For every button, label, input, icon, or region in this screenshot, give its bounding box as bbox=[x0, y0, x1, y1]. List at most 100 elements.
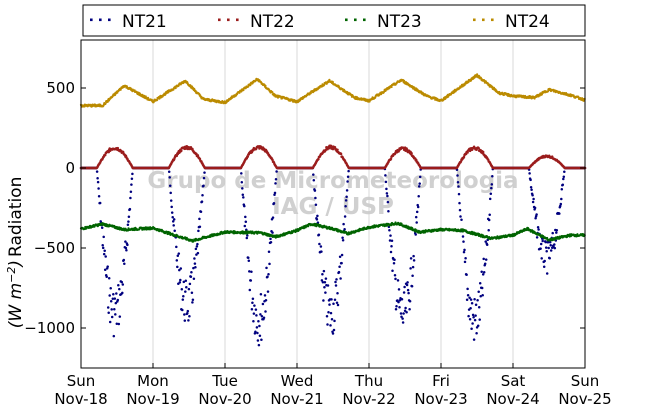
legend-marker bbox=[90, 18, 93, 22]
nt21-point bbox=[406, 281, 409, 284]
nt22-point bbox=[336, 148, 339, 151]
watermark-line-2: IAG / USP bbox=[272, 194, 394, 220]
nt24-point bbox=[413, 86, 416, 89]
nt21-point bbox=[484, 258, 488, 261]
nt24-point bbox=[331, 81, 334, 84]
nt21-point bbox=[341, 238, 345, 242]
nt21-point bbox=[96, 176, 99, 180]
nt21-point bbox=[269, 237, 272, 241]
nt21-point bbox=[385, 187, 388, 191]
nt21-point bbox=[103, 268, 107, 272]
nt21-point bbox=[113, 307, 116, 311]
nt23-point bbox=[325, 225, 328, 228]
nt21-point bbox=[488, 213, 491, 217]
nt21-point bbox=[338, 255, 342, 259]
nt24-point bbox=[104, 102, 107, 105]
nt21-point bbox=[127, 215, 131, 219]
nt21-point bbox=[168, 176, 171, 179]
nt21-point bbox=[338, 265, 341, 269]
nt21-point bbox=[544, 246, 548, 249]
nt21-point bbox=[172, 224, 175, 227]
nt21-point bbox=[388, 239, 392, 242]
nt21-point bbox=[102, 235, 105, 239]
nt21-point bbox=[183, 313, 186, 316]
nt21-point bbox=[388, 229, 391, 232]
nt21-point bbox=[401, 317, 404, 320]
nt21-point bbox=[404, 306, 407, 310]
nt21-point bbox=[188, 314, 191, 318]
nt21-point bbox=[469, 306, 472, 310]
nt21-point bbox=[184, 290, 187, 293]
nt24-point bbox=[538, 94, 541, 97]
nt21-point bbox=[126, 223, 130, 227]
nt21-point bbox=[530, 188, 533, 192]
nt21-point bbox=[167, 170, 171, 173]
nt21-point bbox=[258, 324, 261, 328]
nt21-point bbox=[545, 272, 549, 275]
nt21-point bbox=[240, 180, 244, 184]
nt21-point bbox=[488, 197, 492, 201]
nt21-point bbox=[549, 249, 553, 252]
nt21-point bbox=[403, 285, 406, 289]
nt21-point bbox=[271, 231, 274, 234]
nt21-point bbox=[384, 180, 388, 184]
nt21-point bbox=[112, 292, 115, 296]
nt21-point bbox=[328, 303, 331, 306]
nt21-point bbox=[259, 292, 263, 296]
nt21-point bbox=[473, 297, 476, 301]
x-tick-label-date: Nov-24 bbox=[486, 390, 539, 408]
nt21-point bbox=[123, 262, 126, 265]
nt21-point bbox=[318, 242, 321, 246]
nt21-point bbox=[329, 324, 332, 327]
nt21-point bbox=[330, 298, 333, 301]
nt21-point bbox=[115, 322, 119, 326]
nt23-point bbox=[190, 238, 194, 241]
nt21-point bbox=[202, 184, 205, 187]
nt21-point bbox=[532, 197, 535, 201]
nt21-point bbox=[171, 215, 174, 219]
nt21-point bbox=[399, 312, 403, 315]
nt21-point bbox=[400, 297, 404, 301]
nt21-point bbox=[250, 307, 254, 311]
nt21-point bbox=[385, 192, 389, 195]
nt24-point bbox=[390, 85, 393, 89]
nt22-point bbox=[246, 155, 250, 158]
y-unit-open: (W m bbox=[6, 283, 26, 328]
nt21-point bbox=[412, 254, 415, 258]
nt21-point bbox=[386, 200, 390, 204]
nt21-point bbox=[261, 302, 265, 306]
nt21-point bbox=[312, 173, 315, 176]
nt22-point bbox=[180, 149, 183, 153]
nt21-point bbox=[476, 298, 479, 302]
nt21-point bbox=[483, 262, 487, 266]
nt21-point bbox=[249, 279, 253, 282]
nt21-point bbox=[457, 192, 461, 196]
nt21-point bbox=[173, 229, 176, 233]
nt21-point bbox=[534, 217, 537, 220]
nt21-point bbox=[400, 315, 403, 319]
nt24-point bbox=[380, 92, 383, 96]
nt21-point bbox=[539, 247, 542, 250]
nt21-point bbox=[397, 300, 400, 304]
nt21-point bbox=[95, 170, 99, 173]
nt21-point bbox=[269, 241, 273, 244]
y-axis-unit: (W m−2) bbox=[5, 260, 27, 328]
x-tick-label-date: Nov-18 bbox=[54, 390, 107, 408]
nt21-point bbox=[560, 187, 564, 191]
nt21-point bbox=[537, 228, 540, 231]
nt21-point bbox=[170, 205, 173, 209]
nt21-point bbox=[464, 256, 467, 260]
nt22-point bbox=[339, 152, 343, 156]
nt21-point bbox=[535, 236, 539, 239]
nt21-point bbox=[101, 243, 104, 247]
nt21-point bbox=[461, 235, 465, 238]
nt21-point bbox=[415, 221, 418, 224]
y-unit-exp: −2 bbox=[5, 267, 18, 283]
nt21-point bbox=[482, 257, 485, 261]
nt21-point bbox=[487, 218, 491, 222]
nt21-point bbox=[274, 178, 278, 181]
nt21-point bbox=[324, 277, 328, 280]
y-tick-label: 500 bbox=[46, 79, 75, 97]
nt24-point bbox=[238, 91, 241, 94]
